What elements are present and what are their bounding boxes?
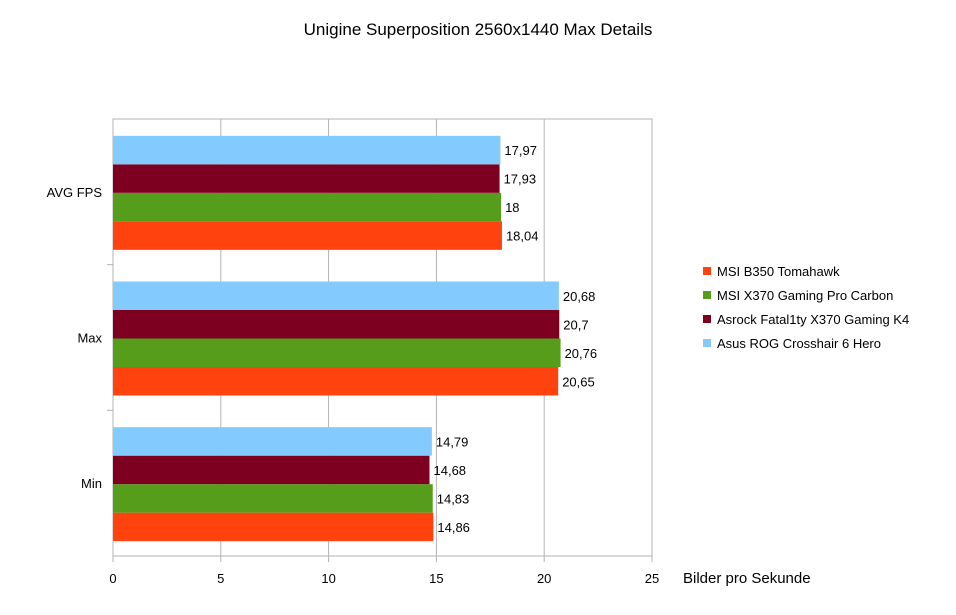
axes: 0 5 10 15 20 25 AVG FPS Max Min (47, 185, 660, 586)
bar (113, 192, 502, 222)
legend-item: MSI B350 Tomahawk (703, 259, 909, 283)
bar (113, 427, 432, 456)
bar-value-label: 20,68 (563, 289, 596, 304)
bar (113, 338, 561, 367)
bar (113, 221, 502, 250)
legend-label: Asus ROG Crosshair 6 Hero (717, 335, 881, 351)
bar-value-label: 14,83 (437, 491, 470, 506)
bar-value-label: 20,65 (562, 374, 595, 389)
bar-value-label: 14,68 (434, 463, 467, 478)
bar-value-label: 20,7 (563, 317, 588, 332)
legend-swatch (703, 315, 711, 323)
x-tick-label: 5 (217, 571, 224, 586)
chart-title: Unigine Superposition 2560x1440 Max Deta… (303, 20, 653, 39)
bar (113, 135, 501, 165)
bars (113, 135, 561, 542)
legend-swatch (703, 339, 711, 347)
bar (113, 484, 433, 513)
legend-item: Asus ROG Crosshair 6 Hero (703, 331, 909, 355)
legend-label: MSI B350 Tomahawk (717, 263, 840, 279)
x-tick-label: 0 (109, 571, 116, 586)
legend-item: Asrock Fatal1ty X370 Gaming K4 (703, 307, 909, 331)
legend-item: MSI X370 Gaming Pro Carbon (703, 283, 909, 307)
bar-value-label: 18,04 (506, 229, 539, 244)
bar (113, 512, 434, 542)
bar-value-label: 14,86 (437, 520, 470, 535)
bar (113, 164, 500, 193)
bar (113, 367, 559, 396)
legend: MSI B350 Tomahawk MSI X370 Gaming Pro Car… (703, 259, 909, 355)
bar-value-label: 17,93 (504, 172, 537, 187)
category-label: Min (81, 476, 102, 491)
bar-value-label: 20,76 (565, 346, 598, 361)
bar-value-label: 17,97 (504, 143, 537, 158)
x-tick-label: 25 (645, 571, 659, 586)
category-label: Max (77, 331, 102, 346)
legend-label: MSI X370 Gaming Pro Carbon (717, 287, 894, 303)
x-axis-label: Bilder pro Sekunde (683, 570, 811, 587)
category-label: AVG FPS (47, 185, 103, 200)
bar (113, 310, 560, 339)
bar (113, 455, 430, 485)
bar (113, 281, 559, 310)
data-labels: 18,04 18 17,93 17,97 20,65 20,76 20,7 20,68 14,8… (434, 143, 598, 535)
legend-swatch (703, 267, 711, 275)
x-tick-label: 15 (429, 571, 443, 586)
bar-value-label: 18 (505, 200, 519, 215)
x-tick-label: 20 (537, 571, 551, 586)
legend-swatch (703, 291, 711, 299)
legend-label: Asrock Fatal1ty X370 Gaming K4 (717, 311, 910, 327)
x-tick-label: 10 (321, 571, 335, 586)
bar-value-label: 14,79 (436, 434, 469, 449)
